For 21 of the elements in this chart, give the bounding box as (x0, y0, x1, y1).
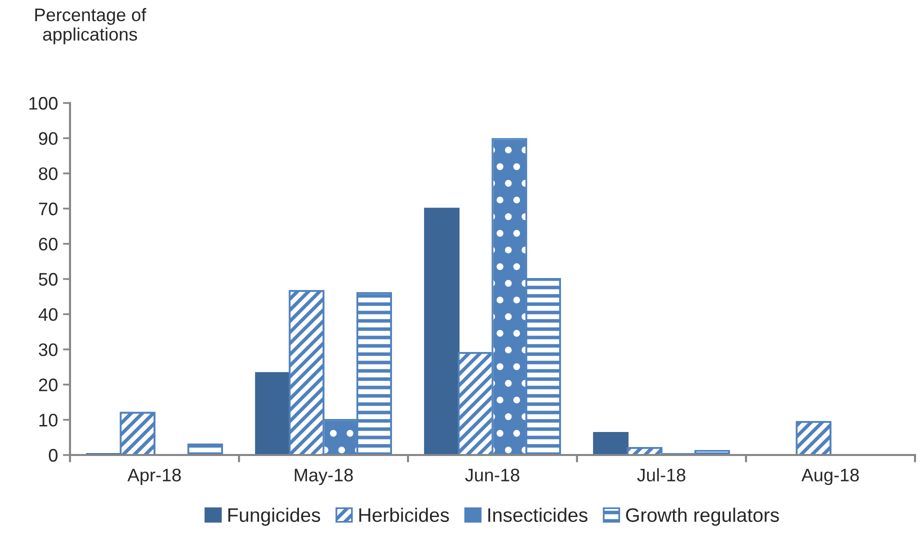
y-tick-label: 90 (38, 132, 58, 145)
x-tick-label: Jun-18 (465, 468, 520, 482)
y-tick-label: 20 (39, 378, 58, 392)
y-tick-label: 80 (38, 167, 58, 180)
y-tick-label: 40 (38, 308, 58, 321)
y-tick-label: 30 (38, 343, 58, 356)
legend-label: Herbicides (359, 508, 449, 522)
y-tick-label: 0 (48, 448, 58, 462)
legend-label: Fungicides (228, 508, 320, 526)
y-tick-label: 100 (29, 96, 58, 110)
y-tick-label: 10 (39, 414, 58, 427)
x-tick-label: May-18 (294, 468, 353, 486)
y-tick-label: 50 (38, 272, 58, 286)
y-axis-title: Percentage of applications (35, 8, 146, 44)
y-tick-label: 70 (39, 202, 58, 216)
legend-label: Growth regulators (626, 508, 779, 526)
y-tick-label: 60 (39, 238, 58, 251)
x-tick-label: Jul-18 (637, 468, 686, 482)
x-tick-label: Aug-18 (801, 468, 859, 486)
legend-label: Insecticides (488, 508, 588, 522)
x-tick-label: Apr-18 (127, 468, 181, 486)
